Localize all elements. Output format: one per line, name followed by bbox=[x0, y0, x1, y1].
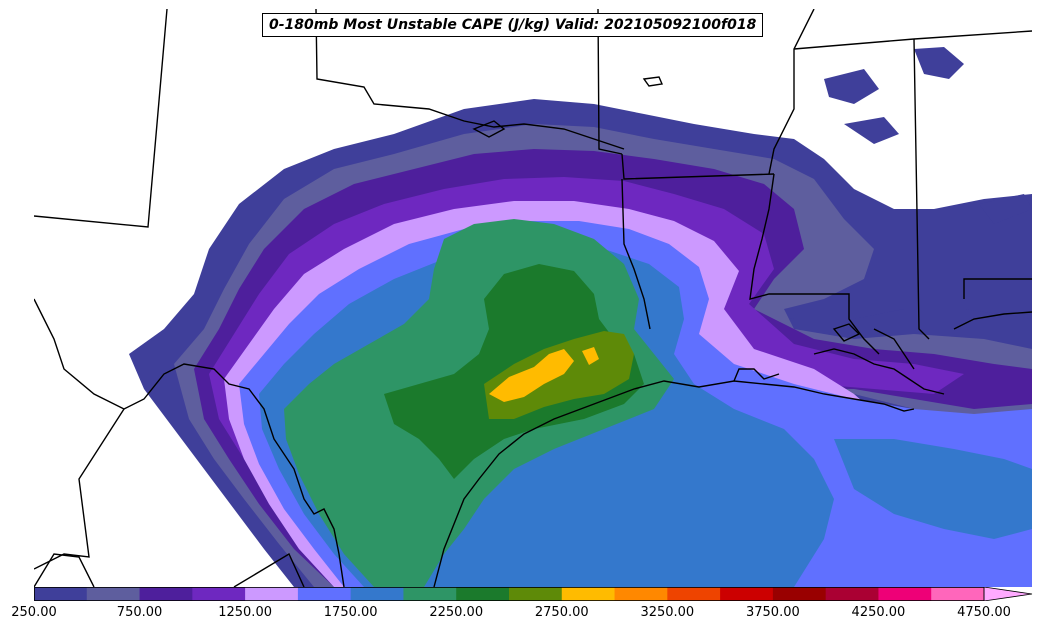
colorbar-segment bbox=[297, 587, 352, 601]
colorbar-segment bbox=[561, 587, 616, 601]
contour-2750-b bbox=[582, 347, 599, 365]
colorbar-extend-arrow bbox=[983, 587, 1033, 601]
cape-contours bbox=[129, 47, 1032, 587]
colorbar-segment bbox=[509, 587, 563, 601]
colorbar-segment bbox=[614, 587, 668, 601]
colorbar-segment bbox=[772, 587, 827, 601]
colorbar-tick-label: 1750.00 bbox=[323, 605, 378, 620]
colorbar-tick-label: 1250.00 bbox=[218, 605, 272, 620]
map-panel bbox=[34, 9, 1032, 587]
contour-2750 bbox=[489, 349, 574, 402]
colorbar-tick-label: 4750.00 bbox=[957, 605, 1011, 620]
contour-1750-gulf bbox=[834, 439, 1032, 539]
colorbar-segment bbox=[34, 587, 88, 601]
colorbar-segment bbox=[667, 587, 721, 601]
cape-map bbox=[34, 9, 1032, 587]
colorbar-segment bbox=[403, 587, 457, 601]
contour-250-ne3 bbox=[844, 117, 899, 144]
colorbar-segment bbox=[192, 587, 246, 601]
colorbar-segment bbox=[825, 587, 879, 601]
colorbar-segment bbox=[878, 587, 932, 601]
contour-250-ne4 bbox=[979, 194, 1032, 224]
colorbar-segment bbox=[86, 587, 141, 601]
colorbar-tick-label: 750.00 bbox=[116, 605, 163, 620]
colorbar-segment bbox=[720, 587, 774, 601]
colorbar-segment bbox=[456, 587, 510, 601]
colorbar-tick-label: 2250.00 bbox=[429, 605, 484, 620]
colorbar-segment bbox=[139, 587, 193, 601]
colorbar-tick-label: 250.00 bbox=[11, 605, 57, 620]
colorbar-outline bbox=[34, 587, 985, 601]
colorbar-tick-label: 4250.00 bbox=[851, 605, 906, 620]
colorbar-tick-label: 3750.00 bbox=[745, 605, 800, 620]
colorbar-tick-label: 3250.00 bbox=[640, 605, 695, 620]
colorbar-segment bbox=[350, 587, 404, 601]
colorbar-tick-label: 2750.00 bbox=[534, 605, 589, 620]
contour-250-ne2 bbox=[824, 69, 879, 104]
colorbar-segment bbox=[245, 587, 299, 601]
contour-250-ne1 bbox=[914, 47, 964, 79]
map-title: 0-180mb Most Unstable CAPE (J/kg) Valid:… bbox=[262, 13, 764, 37]
colorbar bbox=[34, 587, 1033, 601]
colorbar-segment bbox=[931, 587, 985, 601]
political-boundaries bbox=[34, 9, 1032, 587]
